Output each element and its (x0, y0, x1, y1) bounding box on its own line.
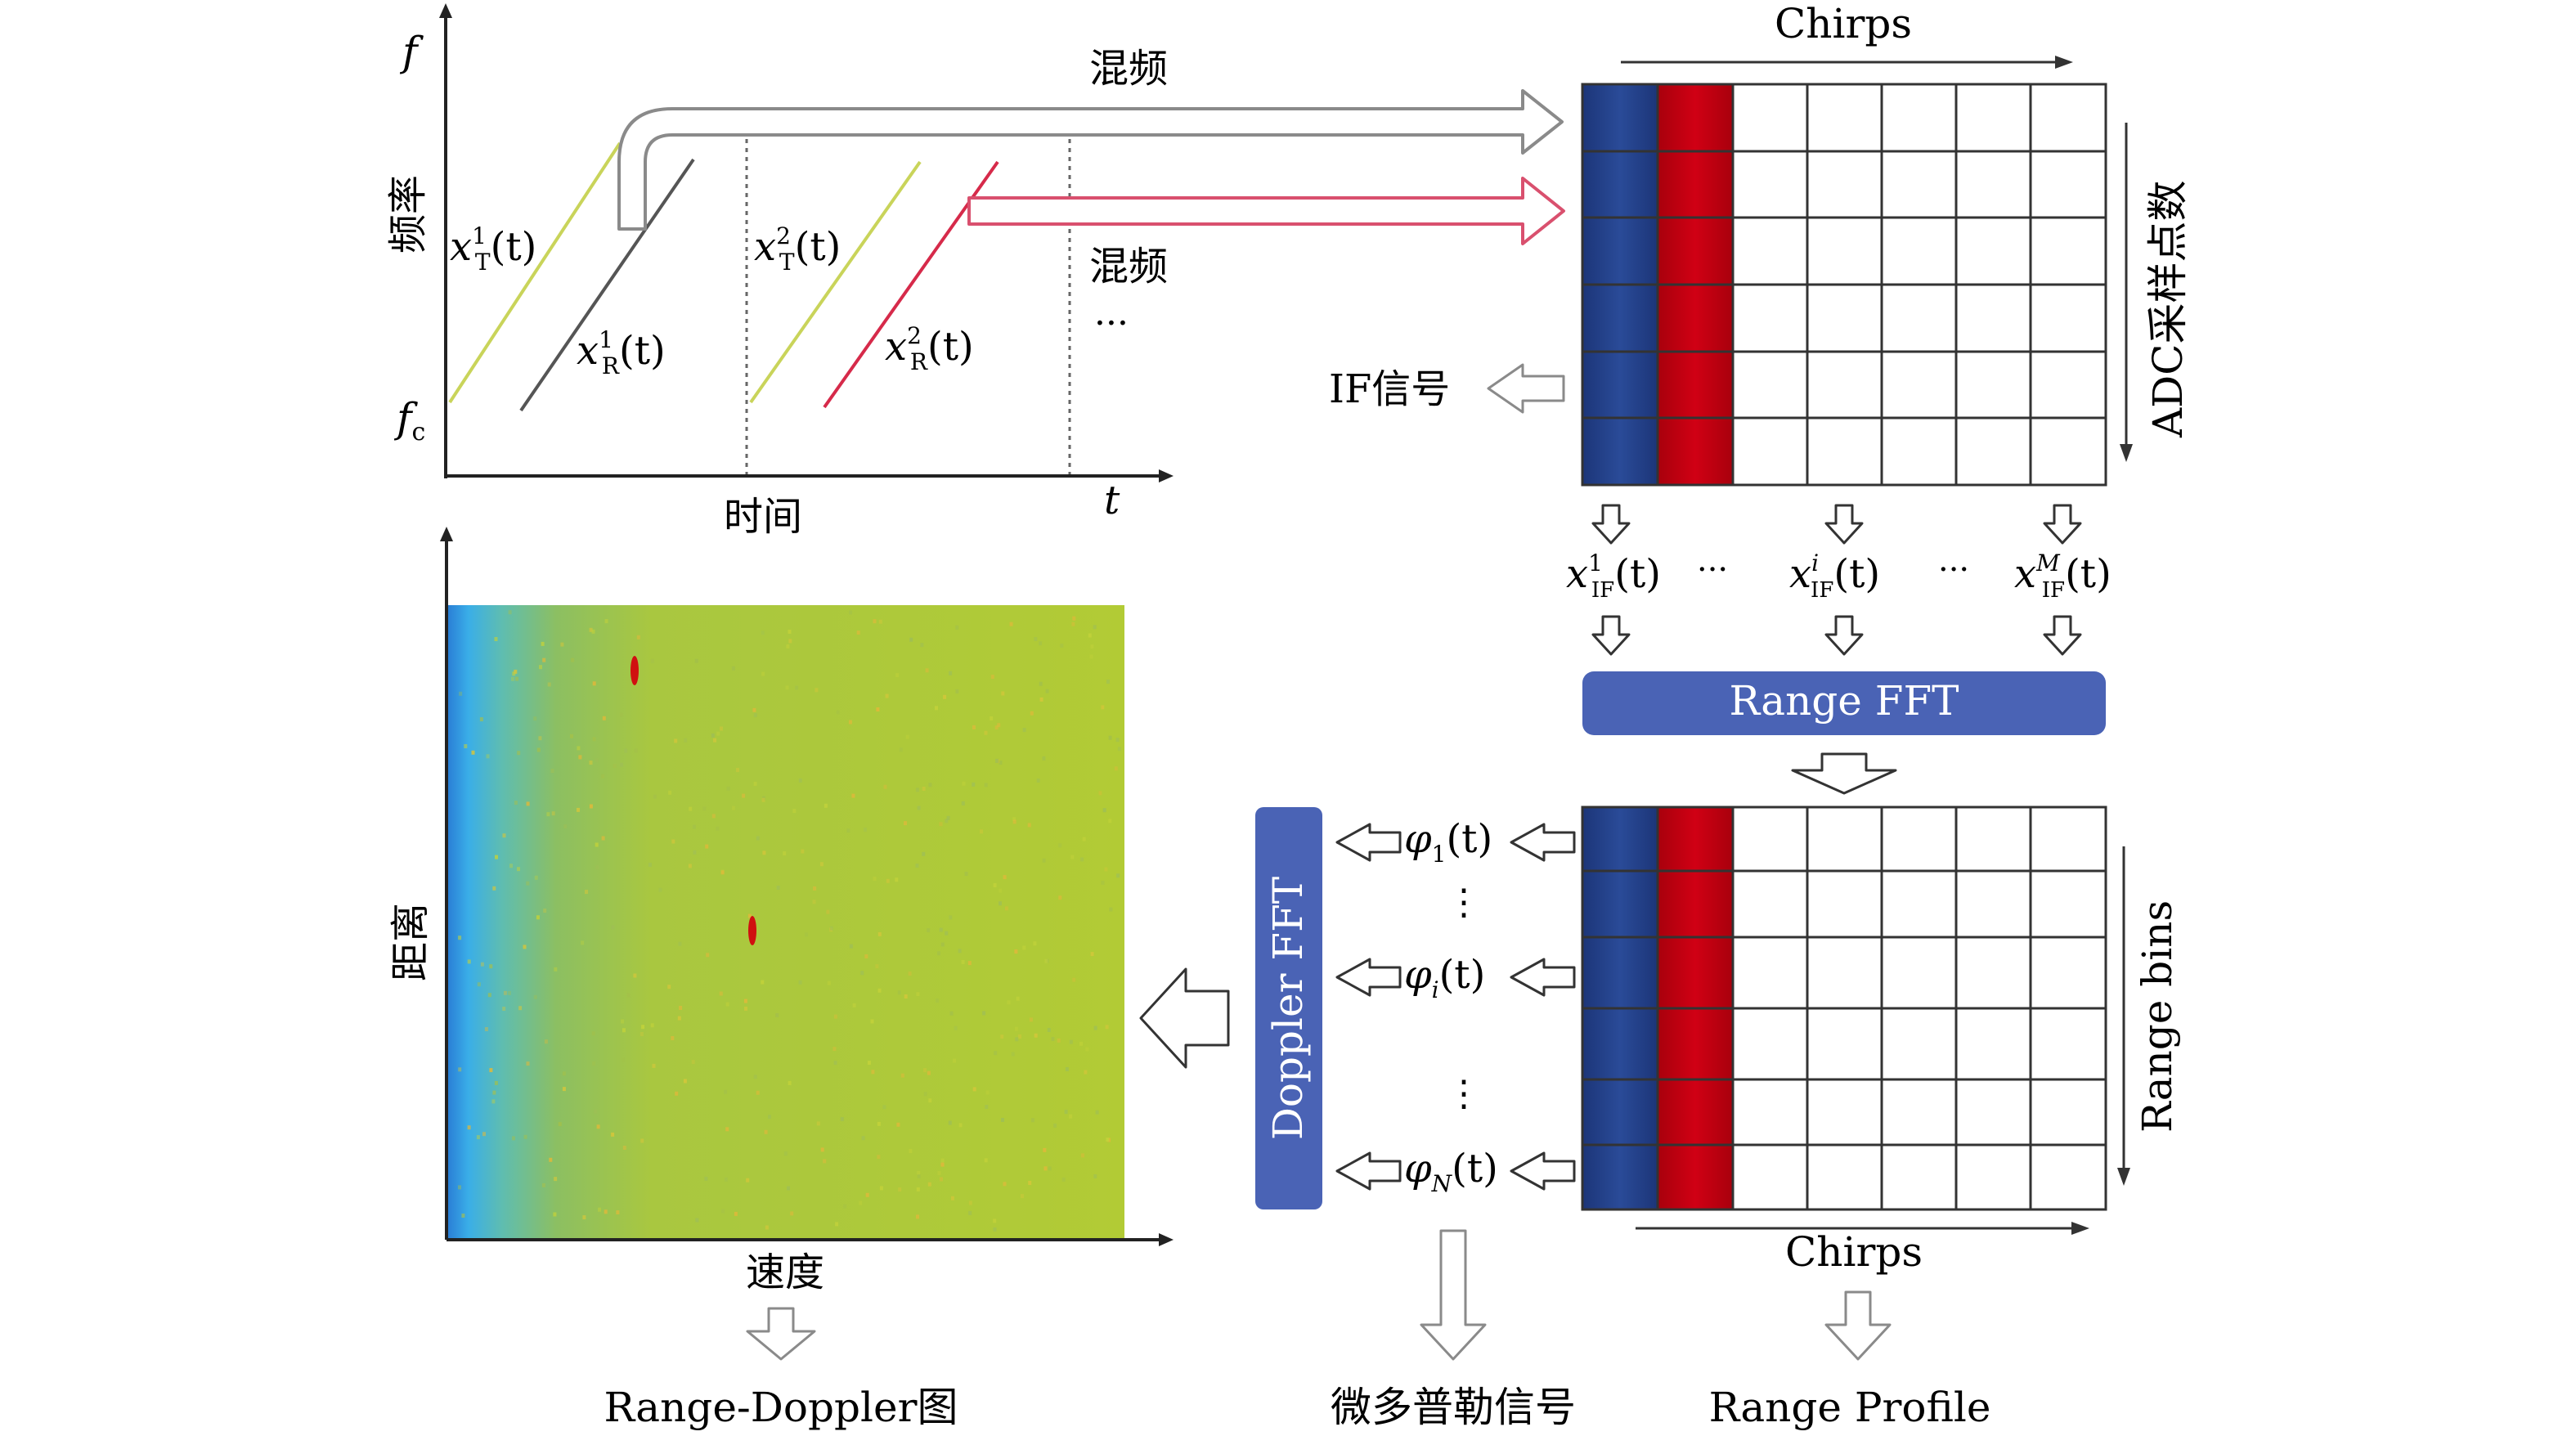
rd-heatmap (448, 605, 1124, 1238)
rx-chirp-1 (519, 158, 695, 412)
down-arrow-ifm-top (2043, 504, 2082, 545)
chirp-plot: f 频率 fc 时间 t x1 T(t) x1 R(t) x2 T(t) x2 R(t)… (385, 3, 1565, 540)
adc-matrix-group: Chirps ADC采样点数 IF信号 (1329, 0, 2192, 487)
range-matrix-grid (1581, 806, 2107, 1211)
phi-signal-n: φN(t) (1404, 1146, 1498, 1197)
if-signal-i: xi IF(t) (1789, 550, 1880, 603)
phi-signal-column: φ1(t) ⋮ φi(t) ⋮ φN(t) Doppler FFT (1139, 807, 1576, 1209)
doppler-fft-block: Doppler FFT (1255, 807, 1322, 1209)
left-arrow-phi1-left (1335, 823, 1402, 862)
signal-label-xr2: x2 R(t) (885, 322, 974, 375)
mix-label-1: 混频 (1089, 46, 1168, 92)
range-fft-block: Range FFT (1582, 671, 2106, 735)
if-signal-m: xM IF(t) (2014, 550, 2112, 603)
adc-samples-arrowhead (2120, 444, 2133, 462)
tx-chirp-2 (749, 160, 922, 404)
rd-y-axis-label: 距离 (388, 903, 433, 981)
chirp-y-axis-arrow (439, 3, 452, 18)
if-signal-label: IF信号 (1329, 366, 1450, 412)
range-fft-down-arrow (1791, 752, 1897, 795)
if-ellipsis-2: ··· (1938, 551, 1969, 589)
rd-x-axis-arrow (1159, 1233, 1174, 1246)
adc-chirps-arrowhead (2055, 56, 2073, 69)
range-profile-output-label: Range Profile (1709, 1384, 1991, 1431)
if-ellipsis-1: ··· (1697, 551, 1728, 589)
chirp-y-axis-tick: fc (393, 394, 425, 447)
adc-matrix-top-label: Chirps (1775, 0, 1912, 47)
micro-doppler-down-arrow (1420, 1229, 1487, 1361)
outputs: Range-Doppler图 微多普勒信号 Range Profile (604, 1229, 1991, 1431)
range-bins-arrowhead (2117, 1168, 2130, 1186)
range-matrix-bottom-label: Chirps (1785, 1228, 1923, 1276)
rd-target-1 (631, 656, 639, 685)
phi-signal-1: φ1(t) (1404, 816, 1492, 868)
micro-doppler-output-label: 微多普勒信号 (1331, 1384, 1576, 1431)
left-arrow-phin-left (1335, 1151, 1402, 1191)
rd-map-down-arrow (746, 1307, 816, 1361)
chirp-y-axis-label: 频率 (385, 175, 431, 254)
mix-ellipsis: ··· (1094, 303, 1129, 344)
left-arrow-phii-left (1335, 958, 1402, 997)
range-chirps-arrowhead (2071, 1222, 2089, 1235)
phi-vdots-1: ⋮ (1446, 882, 1482, 923)
rd-plot: 距离 速度 (388, 527, 1174, 1295)
down-arrow-if1-bottom (1591, 615, 1631, 656)
chirp-x-axis-symbol: t (1104, 478, 1120, 523)
mix-label-2: 混频 (1089, 244, 1168, 289)
rd-y-axis-arrow (440, 527, 453, 541)
if-signal-row: x1 IF(t) ··· xi IF(t) ··· xM IF(t) Range FF… (1566, 504, 2112, 795)
range-matrix-side-label: Range bins (2134, 900, 2181, 1133)
tx-chirp-1 (448, 141, 622, 404)
left-arrow-phi1-right (1510, 823, 1576, 862)
left-arrow-phii-right (1510, 958, 1576, 997)
adc-matrix-grid (1581, 83, 2107, 487)
range-profile-down-arrow (1824, 1290, 1892, 1361)
chirp-x-axis-arrow (1159, 469, 1174, 482)
mix-arrow-pink (967, 177, 1565, 245)
signal-label-xt1: x1 T(t) (450, 222, 536, 276)
adc-matrix-side-label: ADC采样点数 (2144, 181, 2192, 438)
rd-target-2 (748, 916, 756, 945)
range-fft-label: Range FFT (1729, 677, 1959, 725)
phi-vdots-2: ⋮ (1446, 1073, 1482, 1115)
rd-x-axis-label: 速度 (746, 1250, 824, 1295)
signal-label-xr1: x1 R(t) (577, 326, 666, 379)
down-arrow-ifi-bottom (1824, 615, 1864, 656)
mix-arrow-grey (617, 89, 1564, 231)
if-output-arrow (1487, 363, 1565, 414)
down-arrow-if1-top (1591, 504, 1631, 545)
range-matrix-group: Range bins Chirps (1581, 806, 2181, 1276)
signal-label-xt2: x2 T(t) (754, 222, 841, 276)
left-arrow-phin-right (1510, 1151, 1576, 1191)
down-arrow-ifm-bottom (2043, 615, 2082, 656)
doppler-to-rd-arrow (1139, 967, 1230, 1069)
if-signal-1: x1 IF(t) (1566, 550, 1661, 603)
chirp-y-axis-symbol: f (399, 28, 424, 75)
down-arrow-ifi-top (1824, 504, 1864, 545)
rd-noise-speckles (458, 610, 1121, 1232)
phi-signal-i: φi(t) (1404, 952, 1485, 1003)
chirp-x-axis-label: 时间 (724, 494, 802, 540)
rd-map-output-label: Range-Doppler图 (604, 1384, 958, 1431)
doppler-fft-label: Doppler FFT (1264, 877, 1312, 1140)
